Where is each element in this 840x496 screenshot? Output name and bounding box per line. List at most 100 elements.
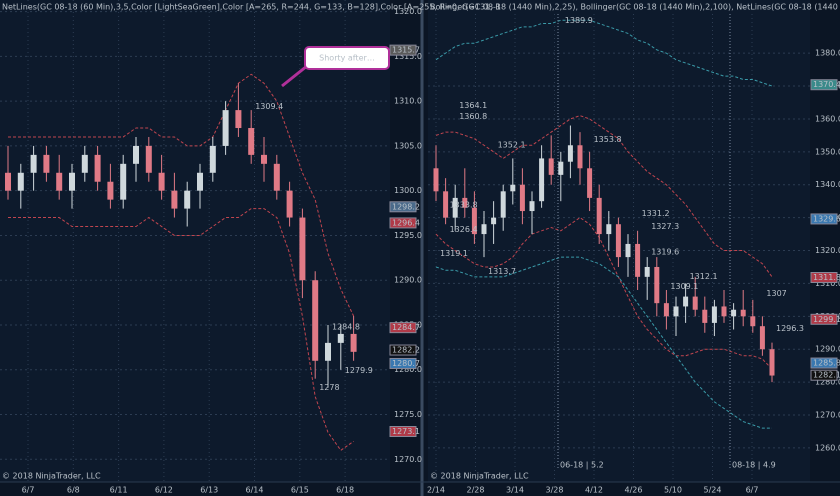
price-tag	[810, 369, 838, 381]
candle-body	[740, 309, 746, 317]
level-label: 1326.4	[450, 225, 478, 234]
candle-body	[721, 306, 727, 317]
y-tick-label: 1360.0	[815, 114, 840, 123]
x-tick-label: 6/12	[155, 486, 173, 495]
chart-header: Bollinger(GC 08-18 (1440 Min),2,25), Bol…	[430, 3, 840, 12]
y-tick-label: 1315.0	[394, 52, 422, 61]
y-tick-label: 1280.0	[815, 378, 840, 387]
x-tick-label: 3/14	[506, 486, 524, 495]
price-tag	[389, 426, 417, 438]
candle-body	[625, 243, 631, 258]
candle-body	[567, 145, 573, 162]
price-tag-label: 1370.4	[813, 80, 840, 89]
candle-body	[471, 207, 477, 235]
candle-body	[30, 154, 37, 173]
y-tick-label: 1270.0	[815, 411, 840, 420]
level-label: 1279.9	[345, 366, 373, 375]
band-line	[435, 19, 773, 87]
x-tick-label: 6/18	[336, 486, 354, 495]
y-tick-label: 1340.0	[815, 180, 840, 189]
candle-body	[711, 306, 717, 323]
candle-body	[222, 110, 229, 146]
candle-body	[510, 184, 516, 192]
y-tick-label: 1380.0	[815, 49, 840, 58]
candle-body	[606, 224, 612, 235]
price-tag	[389, 44, 417, 56]
x-tick-label: 5/10	[664, 486, 682, 495]
level-label: 1333.8	[450, 201, 478, 210]
y-tick-label: 1270.0	[394, 455, 422, 464]
level-label: 1352.1	[498, 140, 526, 149]
candle-body	[577, 145, 583, 169]
y-tick-label: 1290.0	[815, 345, 840, 354]
left-plot-area	[0, 0, 390, 482]
callout-text: Shorty after…	[319, 54, 375, 63]
price-tag	[389, 217, 417, 229]
candle-body	[654, 266, 660, 304]
level-label: 1389.9	[565, 16, 593, 25]
x-tick-label: 2/14	[427, 486, 445, 495]
x-tick-label: 4/12	[585, 486, 603, 495]
candle-body	[248, 128, 255, 155]
candle-body	[635, 243, 641, 277]
candle-body	[69, 172, 75, 191]
x-tick-label: 2/28	[467, 486, 485, 495]
price-tag-label: 1298.2	[392, 202, 420, 211]
candle-body	[94, 154, 101, 182]
y-tick-label: 1290.0	[394, 276, 422, 285]
candle-body	[107, 181, 114, 200]
level-label: 1278	[319, 383, 339, 392]
level-label: 1364.1	[459, 101, 487, 110]
candle-body	[750, 316, 756, 327]
level-label: 1319.6	[651, 247, 679, 256]
contract-label: 08-18 | 4.9	[732, 461, 776, 470]
candle-body	[209, 145, 216, 173]
band-line	[435, 256, 772, 429]
level-label: 1307	[766, 289, 786, 298]
price-tag-label: 1299.1	[813, 315, 840, 324]
candle-body	[529, 201, 535, 212]
price-tag-label: 1282.2	[392, 346, 420, 355]
y-tick-label: 1350.0	[815, 147, 840, 156]
x-tick-label: 6/8	[67, 486, 80, 495]
x-tick-label: 6/7	[746, 486, 759, 495]
level-label: 1360.8	[459, 112, 487, 121]
price-tag-label: 1273.1	[392, 427, 420, 436]
copyright: © 2018 NinjaTrader, LLC	[2, 472, 101, 481]
candle-body	[644, 266, 650, 277]
copyright: © 2018 NinjaTrader, LLC	[430, 472, 529, 481]
chart-header: NetLines(GC 08-18 (60 Min),3,5,Color [Li…	[2, 3, 501, 12]
candle-body	[443, 191, 449, 218]
x-tick-label: 3/28	[546, 486, 564, 495]
price-tag-label: 1280.7	[392, 359, 420, 368]
candle-body	[491, 217, 497, 225]
candle-body	[56, 172, 63, 191]
price-tag	[389, 344, 417, 356]
price-tag-label: 1296.4	[392, 218, 420, 227]
contract-label: 06-18 | 5.2	[560, 461, 604, 470]
candle-body	[587, 168, 593, 198]
candle-body	[43, 154, 50, 173]
candle-body	[673, 306, 679, 317]
candle-body	[596, 197, 602, 235]
x-tick-label: 6/13	[200, 486, 218, 495]
price-tag-label: 1282.1	[813, 371, 840, 380]
candle-body	[81, 154, 88, 173]
candle-body	[663, 303, 669, 317]
y-tick-label: 1320.0	[394, 7, 422, 16]
price-tag	[810, 313, 838, 325]
candle-body	[615, 224, 621, 258]
level-label: 1309.1	[670, 282, 698, 291]
candle-body	[462, 197, 468, 208]
y-tick-label: 1305.0	[394, 141, 422, 150]
candle-body	[171, 190, 178, 209]
callout-box	[304, 46, 390, 70]
y-tick-label: 1280.0	[394, 365, 422, 374]
level-label: 1319.1	[440, 249, 468, 258]
candle-body	[433, 168, 439, 192]
band-line	[435, 115, 773, 278]
price-tag	[810, 272, 838, 284]
candle-body	[702, 309, 708, 323]
price-tag	[810, 357, 838, 369]
